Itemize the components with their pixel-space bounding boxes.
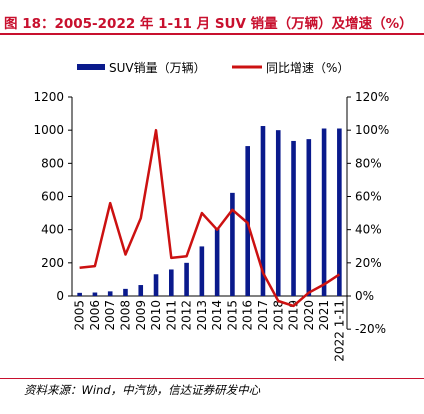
left-tick-label: 1000 bbox=[33, 123, 64, 137]
legend-bar-label: SUV销量（万辆） bbox=[109, 61, 206, 75]
x-tick-label: 2016 bbox=[241, 300, 255, 331]
left-tick-label: 600 bbox=[41, 190, 64, 204]
title-divider bbox=[0, 33, 424, 35]
x-tick-label: 2013 bbox=[195, 300, 209, 331]
left-tick-label: 400 bbox=[41, 223, 64, 237]
left-tick-label: 1200 bbox=[33, 90, 64, 104]
x-tick-label: 2012 bbox=[180, 300, 194, 331]
right-tick-label: 20% bbox=[355, 256, 382, 270]
bar-2021 bbox=[321, 128, 327, 296]
x-tick-label: 2017 bbox=[256, 300, 270, 331]
bar-2011 bbox=[169, 269, 174, 296]
bar-2013 bbox=[199, 246, 205, 296]
bar-2014 bbox=[214, 228, 220, 296]
bar-2012 bbox=[184, 262, 189, 296]
left-tick-label: 0 bbox=[56, 289, 64, 303]
footer-divider bbox=[0, 378, 424, 379]
x-tick-label: 2011 bbox=[164, 300, 178, 331]
x-tick-label: 2022 1-11 bbox=[332, 300, 346, 362]
right-tick-label: 40% bbox=[355, 223, 382, 237]
bar-2010 bbox=[153, 274, 159, 296]
source-note: 资料来源：Wind，中汽协，信达证券研发中心 bbox=[24, 383, 261, 397]
right-tick-label: 120% bbox=[355, 90, 389, 104]
bar-2006 bbox=[92, 292, 98, 296]
x-tick-label: 2007 bbox=[103, 300, 117, 331]
bar-2020 bbox=[306, 139, 312, 296]
left-tick-label: 800 bbox=[41, 156, 64, 170]
legend-bar-swatch bbox=[77, 64, 105, 70]
left-tick-label: 200 bbox=[41, 256, 64, 270]
x-tick-label: 2005 bbox=[73, 300, 87, 331]
x-tick-label: 2009 bbox=[134, 300, 148, 331]
bar-2008 bbox=[123, 288, 128, 296]
bar-2009 bbox=[138, 285, 144, 296]
right-tick-label: -20% bbox=[355, 322, 386, 336]
x-tick-label: 2008 bbox=[118, 300, 132, 331]
x-tick-label: 2015 bbox=[225, 300, 239, 331]
right-tick-label: 0% bbox=[355, 289, 374, 303]
x-tick-label: 2019 bbox=[287, 300, 301, 331]
x-tick-label: 2020 bbox=[302, 300, 316, 331]
bar-2016 bbox=[245, 146, 250, 296]
chart-title: 图 18：2005-2022 年 1-11 月 SUV 销量（万辆）及增速（%） bbox=[4, 16, 413, 32]
bar-2005 bbox=[77, 292, 82, 296]
x-tick-label: 2006 bbox=[88, 300, 102, 331]
bar-2022 1-11 bbox=[337, 128, 342, 296]
x-tick-label: 2021 bbox=[317, 300, 331, 331]
legend-line-label: 同比增速（%） bbox=[266, 61, 349, 75]
bar-2018 bbox=[275, 130, 281, 296]
bar-2017 bbox=[260, 126, 266, 296]
x-tick-label: 2014 bbox=[210, 300, 224, 331]
bar-2015 bbox=[230, 192, 235, 296]
right-tick-label: 100% bbox=[355, 123, 389, 137]
growth-line bbox=[79, 128, 341, 308]
x-tick-label: 2010 bbox=[149, 300, 163, 331]
right-tick-label: 60% bbox=[355, 190, 382, 204]
right-tick-label: 80% bbox=[355, 156, 382, 170]
x-tick-label: 2018 bbox=[271, 300, 285, 331]
bar-2019 bbox=[291, 140, 296, 296]
bar-2007 bbox=[107, 291, 113, 296]
